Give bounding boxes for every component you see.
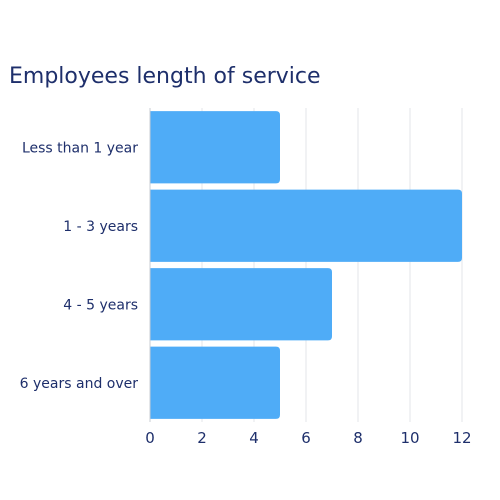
x-tick-label: 4 xyxy=(249,429,259,447)
bar xyxy=(150,111,280,184)
x-tick-label: 2 xyxy=(197,429,207,447)
category-label: 1 - 3 years xyxy=(63,219,138,235)
category-label: 4 - 5 years xyxy=(63,297,138,313)
x-tick-label: 6 xyxy=(301,429,311,447)
x-tick-label: 10 xyxy=(400,429,419,447)
category-label: Less than 1 year xyxy=(22,140,138,156)
x-tick-label: 8 xyxy=(353,429,363,447)
bar xyxy=(150,189,462,262)
bar xyxy=(150,268,332,341)
category-labels: Less than 1 year 1 - 3 years 4 - 5 years 6 … xyxy=(20,140,139,392)
bars xyxy=(150,111,462,419)
category-label: 6 years and over xyxy=(20,376,139,392)
x-tick-label: 12 xyxy=(452,429,471,447)
chart-title: Employees length of service xyxy=(9,64,321,89)
bar xyxy=(150,346,280,419)
x-tick-labels: 0 2 4 6 8 10 12 xyxy=(145,429,471,447)
x-tick-label: 0 xyxy=(145,429,155,447)
